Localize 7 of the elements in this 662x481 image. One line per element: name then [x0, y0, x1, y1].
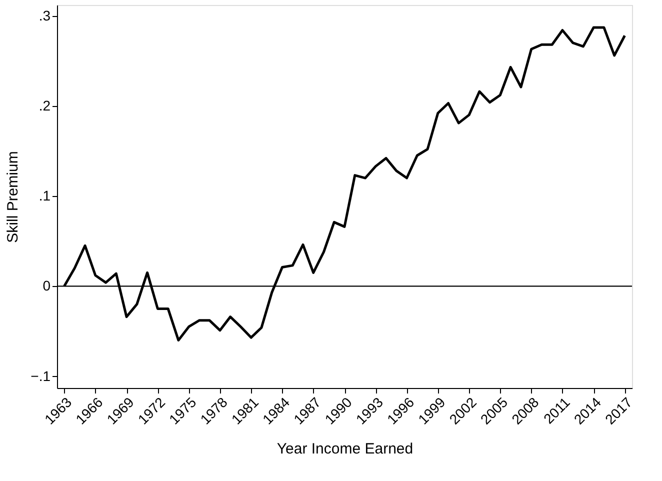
- y-tick-label: 0: [42, 278, 51, 294]
- x-axis-title: Year Income Earned: [276, 440, 414, 458]
- y-tick-label: −.1: [30, 368, 51, 384]
- y-tick-label: .2: [38, 97, 51, 114]
- y-tick-label: .3: [38, 7, 51, 24]
- y-tick-label: .1: [38, 188, 51, 204]
- y-axis-title: Skill Premium: [4, 151, 22, 243]
